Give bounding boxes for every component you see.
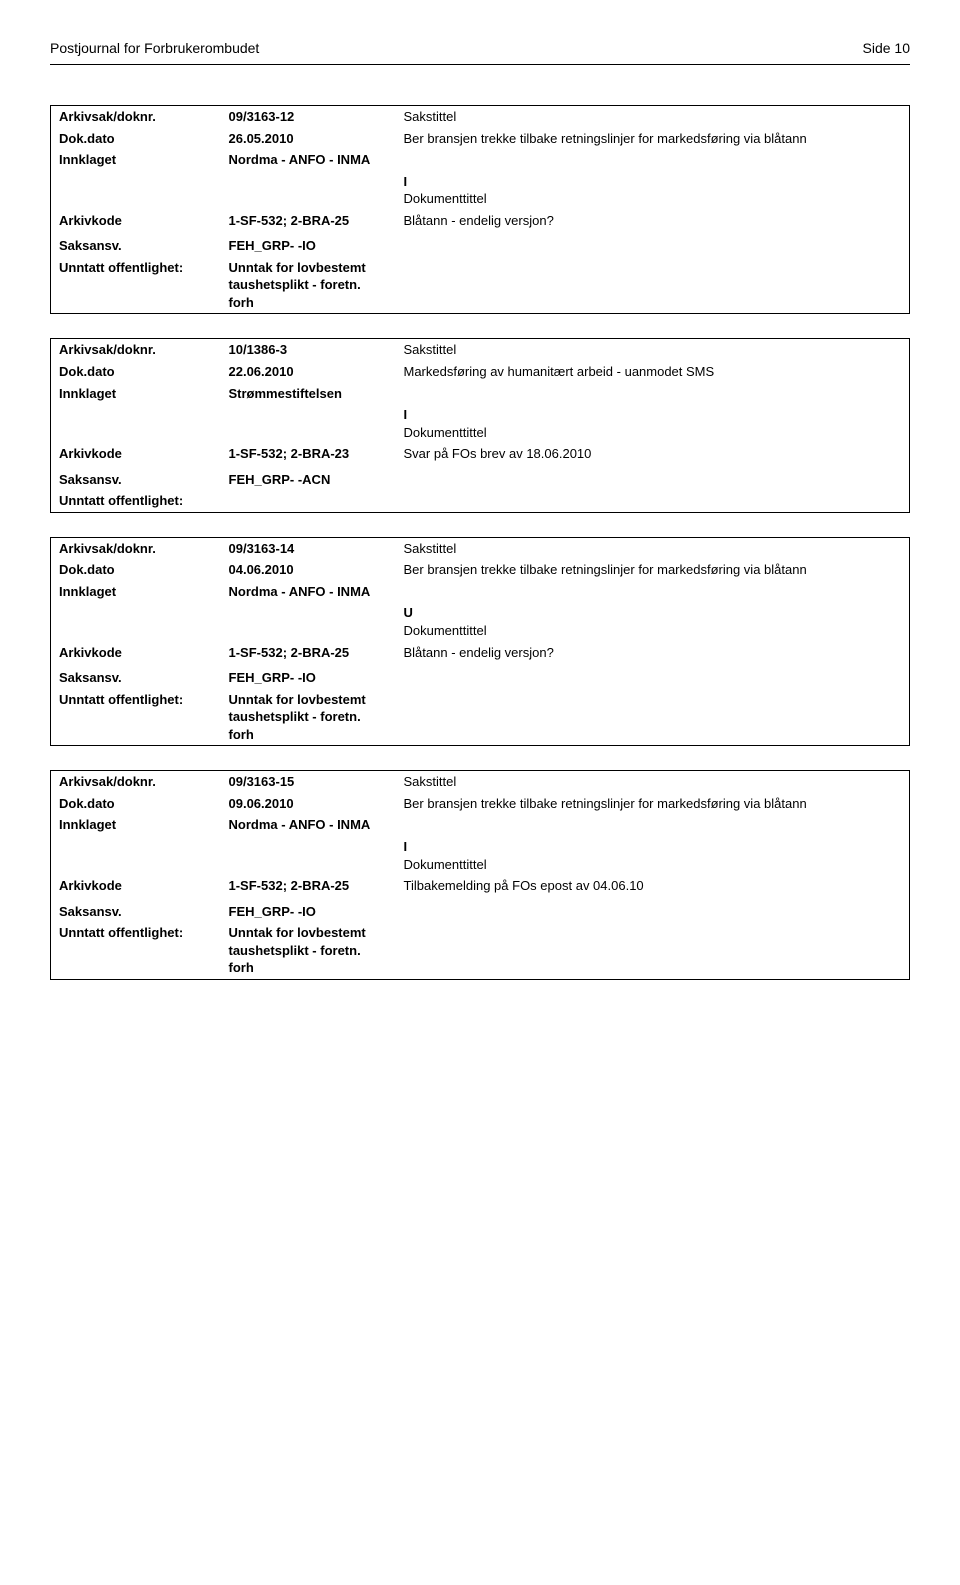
label-saksansv: Saksansv. [51,235,221,257]
label-arkivkode: Arkivkode [51,210,221,232]
records-container: Arkivsak/doknr.09/3163-12SakstittelDok.d… [50,105,910,980]
label-dokdato: Dok.dato [51,361,221,383]
value-direction: I [404,407,408,422]
empty-cell [396,257,910,314]
record-entry: Arkivsak/doknr.09/3163-14Sakstittel Dok.d… [50,537,910,746]
empty-cell [396,922,910,979]
label-arkivkode: Arkivkode [51,443,221,465]
label-dokumenttittel: Dokumenttittel [404,191,487,206]
label-sakstittel: Sakstittel [396,537,910,559]
label-dokumenttittel: Dokumenttittel [404,425,487,440]
value-direction: I [404,839,408,854]
label-innklaget: Innklaget [51,383,221,405]
page-number: Side 10 [863,40,910,56]
record-entry: Arkivsak/doknr.10/1386-3Sakstittel Dok.da… [50,338,910,512]
value-arkivkode: 1-SF-532; 2-BRA-25 [221,875,396,901]
value-sakstittel: Ber bransjen trekke tilbake retningslinj… [396,559,910,602]
value-innklaget: Nordma - ANFO - INMA [221,814,396,875]
label-unntatt: Unntatt offentlighet: [51,490,221,512]
label-unntatt: Unntatt offentlighet: [51,922,221,979]
empty-cell [396,901,910,923]
label-arkivsak: Arkivsak/doknr. [51,771,221,793]
header-divider [50,64,910,65]
value-arkivkode: 1-SF-532; 2-BRA-23 [221,443,396,469]
label-arkivkode: Arkivkode [51,875,221,897]
value-direction: I [404,174,408,189]
label-dokdato: Dok.dato [51,128,221,150]
value-saksansv: FEH_GRP- -IO [221,235,396,257]
label-sakstittel: Sakstittel [396,771,910,793]
label-arkivsak: Arkivsak/doknr. [51,339,221,361]
value-dokdato: 26.05.2010 [221,128,396,150]
empty-cell [396,490,910,512]
label-saksansv: Saksansv. [51,469,221,491]
label-saksansv: Saksansv. [51,667,221,689]
value-unntatt [221,490,396,512]
value-unntatt: Unntak for lovbestemt taushetsplikt - fo… [221,257,396,314]
value-sakstittel: Markedsføring av humanitært arbeid - uan… [396,361,910,404]
direction-and-doktittel: I Dokumenttittel [396,836,910,875]
direction-and-doktittel: U Dokumenttittel [396,602,910,641]
value-sakstittel: Ber bransjen trekke tilbake retningslinj… [396,128,910,171]
label-innklaget: Innklaget [51,581,221,603]
value-dokumenttittel: Svar på FOs brev av 18.06.2010 [396,443,910,469]
label-dokdato: Dok.dato [51,559,221,581]
value-arkivsak: 09/3163-14 [221,537,396,559]
value-unntatt: Unntak for lovbestemt taushetsplikt - fo… [221,689,396,746]
value-innklaget: Nordma - ANFO - INMA [221,149,396,210]
label-innklaget: Innklaget [51,814,221,836]
empty-cell [396,667,910,689]
record-entry: Arkivsak/doknr.09/3163-15Sakstittel Dok.d… [50,770,910,979]
empty-cell [396,469,910,491]
value-arkivsak: 09/3163-12 [221,106,396,128]
label-arkivsak: Arkivsak/doknr. [51,106,221,128]
label-dokdato: Dok.dato [51,793,221,815]
header-title: Postjournal for Forbrukerombudet [50,40,259,56]
page-header: Postjournal for Forbrukerombudet Side 10 [50,40,910,56]
empty-cell [51,171,221,210]
value-saksansv: FEH_GRP- -ACN [221,469,396,491]
value-innklaget: Nordma - ANFO - INMA [221,581,396,642]
record-entry: Arkivsak/doknr.09/3163-12Sakstittel Dok.d… [50,105,910,314]
value-arkivkode: 1-SF-532; 2-BRA-25 [221,210,396,236]
label-sakstittel: Sakstittel [396,339,910,361]
value-sakstittel: Ber bransjen trekke tilbake retningslinj… [396,793,910,836]
value-saksansv: FEH_GRP- -IO [221,667,396,689]
value-saksansv: FEH_GRP- -IO [221,901,396,923]
value-unntatt: Unntak for lovbestemt taushetsplikt - fo… [221,922,396,979]
label-arkivsak: Arkivsak/doknr. [51,537,221,559]
empty-cell [51,404,221,443]
label-dokumenttittel: Dokumenttittel [404,623,487,638]
empty-cell [396,689,910,746]
label-unntatt: Unntatt offentlighet: [51,689,221,746]
value-innklaget: Strømmestiftelsen [221,383,396,444]
value-dokumenttittel: Blåtann - endelig versjon? [396,642,910,668]
value-dokumenttittel: Tilbakemelding på FOs epost av 04.06.10 [396,875,910,901]
empty-cell [51,602,221,641]
value-dokdato: 04.06.2010 [221,559,396,581]
direction-and-doktittel: I Dokumenttittel [396,171,910,210]
value-arkivkode: 1-SF-532; 2-BRA-25 [221,642,396,668]
value-arkivsak: 09/3163-15 [221,771,396,793]
label-dokumenttittel: Dokumenttittel [404,857,487,872]
label-sakstittel: Sakstittel [396,106,910,128]
label-saksansv: Saksansv. [51,901,221,923]
empty-cell [51,836,221,875]
value-dokumenttittel: Blåtann - endelig versjon? [396,210,910,236]
label-unntatt: Unntatt offentlighet: [51,257,221,314]
value-arkivsak: 10/1386-3 [221,339,396,361]
label-innklaget: Innklaget [51,149,221,171]
empty-cell [396,235,910,257]
direction-and-doktittel: I Dokumenttittel [396,404,910,443]
value-direction: U [404,605,413,620]
value-dokdato: 22.06.2010 [221,361,396,383]
label-arkivkode: Arkivkode [51,642,221,664]
value-dokdato: 09.06.2010 [221,793,396,815]
